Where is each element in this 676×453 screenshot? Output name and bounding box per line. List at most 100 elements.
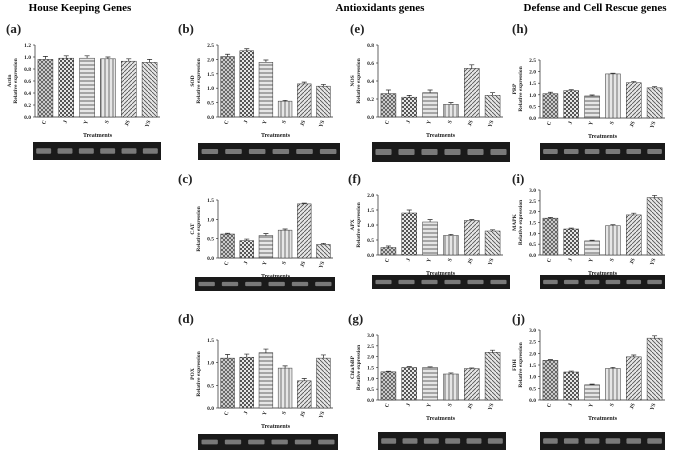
- x-tick-label: C: [384, 120, 391, 126]
- error-bar: [568, 89, 574, 91]
- error-bar: [282, 228, 288, 231]
- x-tick-label: YS: [318, 120, 326, 129]
- bar: [401, 96, 417, 118]
- y-axis-label: APX: [350, 219, 356, 230]
- x-tick-label: C: [384, 403, 391, 409]
- y-tick-label: 0.5: [207, 383, 214, 389]
- bar: [626, 82, 642, 119]
- y-tick-label: 1.0: [207, 217, 214, 223]
- error-bar: [406, 95, 412, 98]
- gel-band: [445, 438, 461, 444]
- x-axis-label: Treatments: [426, 416, 456, 422]
- y-tick-label: 2.5: [529, 58, 536, 64]
- gel-band: [543, 279, 558, 285]
- x-tick-label: C: [546, 258, 553, 264]
- error-bar: [631, 354, 637, 357]
- bar: [584, 95, 600, 119]
- x-tick-label: Y: [262, 411, 269, 417]
- gel-band: [563, 279, 579, 285]
- error-bar: [385, 245, 391, 248]
- bar: [563, 90, 579, 119]
- bar: [258, 352, 274, 409]
- error-bar: [301, 378, 307, 381]
- y-tick-label: 0.5: [367, 238, 374, 244]
- gel-image: [372, 142, 510, 162]
- error-bar: [652, 195, 658, 198]
- bar: [277, 229, 293, 259]
- y-axis-label: PRP: [512, 83, 518, 94]
- y-tick-label: 2.0: [529, 70, 536, 76]
- y-tick-label: 0.0: [207, 256, 214, 262]
- y-tick-label: 1.0: [367, 223, 374, 229]
- panel-label: (h): [512, 21, 528, 36]
- error-bar: [244, 48, 250, 51]
- error-bar: [631, 212, 637, 215]
- x-tick-label: C: [546, 121, 553, 127]
- error-bar: [282, 365, 288, 369]
- y-axis-label: Relative expression: [518, 66, 524, 111]
- bar: [563, 371, 579, 401]
- bar: [37, 59, 54, 118]
- bar: [297, 203, 312, 259]
- y-tick-label: 0.5: [529, 242, 536, 248]
- bar: [443, 373, 459, 401]
- gel-image: [540, 432, 665, 450]
- panel-label: (i): [512, 171, 524, 186]
- gel-band: [626, 438, 642, 444]
- y-axis-label: Relative expression: [518, 200, 524, 245]
- bar: [605, 73, 621, 119]
- y-tick-label: 0.0: [367, 253, 374, 259]
- x-tick-label: J: [406, 257, 413, 262]
- x-tick-label: Y: [588, 121, 595, 127]
- error-bar: [84, 55, 90, 59]
- x-tick-label: S: [104, 120, 111, 125]
- gel-band: [423, 438, 439, 444]
- y-tick-label: 0.5: [529, 386, 536, 392]
- gel-band: [421, 149, 438, 155]
- gel-band: [224, 439, 242, 445]
- error-bar: [448, 102, 454, 105]
- y-tick-label: 0.0: [207, 406, 214, 412]
- bar: [422, 92, 438, 118]
- error-bar: [652, 86, 658, 88]
- x-tick-label: YS: [649, 403, 657, 412]
- bar: [277, 100, 293, 118]
- y-tick-label: 1.0: [529, 231, 536, 237]
- gel-band: [315, 281, 332, 287]
- panel-label: (b): [178, 21, 194, 36]
- x-tick-label: Y: [83, 120, 90, 126]
- bar: [239, 240, 254, 259]
- x-tick-label: C: [546, 403, 553, 409]
- error-bar: [244, 238, 250, 241]
- error-bar: [282, 99, 288, 102]
- error-bar: [406, 209, 412, 213]
- x-tick-label: J: [568, 402, 575, 407]
- bar: [316, 357, 331, 409]
- x-tick-label: S: [609, 121, 616, 126]
- error-bar: [610, 224, 616, 226]
- gel-band: [318, 439, 335, 445]
- y-tick-label: 0.8: [24, 67, 31, 73]
- y-axis-label: Actin: [7, 75, 13, 88]
- gel-band: [248, 148, 266, 155]
- y-tick-label: 2.0: [367, 193, 374, 199]
- y-tick-label: 1.0: [367, 376, 374, 382]
- error-bar: [263, 233, 269, 236]
- error-bar: [427, 366, 433, 368]
- bar: [220, 233, 235, 259]
- bar: [626, 214, 642, 256]
- error-bar: [147, 59, 153, 63]
- panel-label: (c): [178, 171, 192, 186]
- error-bar: [427, 219, 433, 222]
- gel-band: [626, 148, 642, 155]
- bar: [646, 87, 663, 119]
- column-header: Antioxidants genes: [335, 2, 425, 14]
- gel-band: [444, 279, 461, 285]
- gel-band: [467, 279, 484, 285]
- y-axis-label: CAT: [190, 223, 196, 235]
- x-tick-label: S: [447, 258, 454, 263]
- gel-band: [647, 279, 662, 285]
- error-bar: [126, 58, 132, 62]
- panel-label: (e): [350, 21, 364, 36]
